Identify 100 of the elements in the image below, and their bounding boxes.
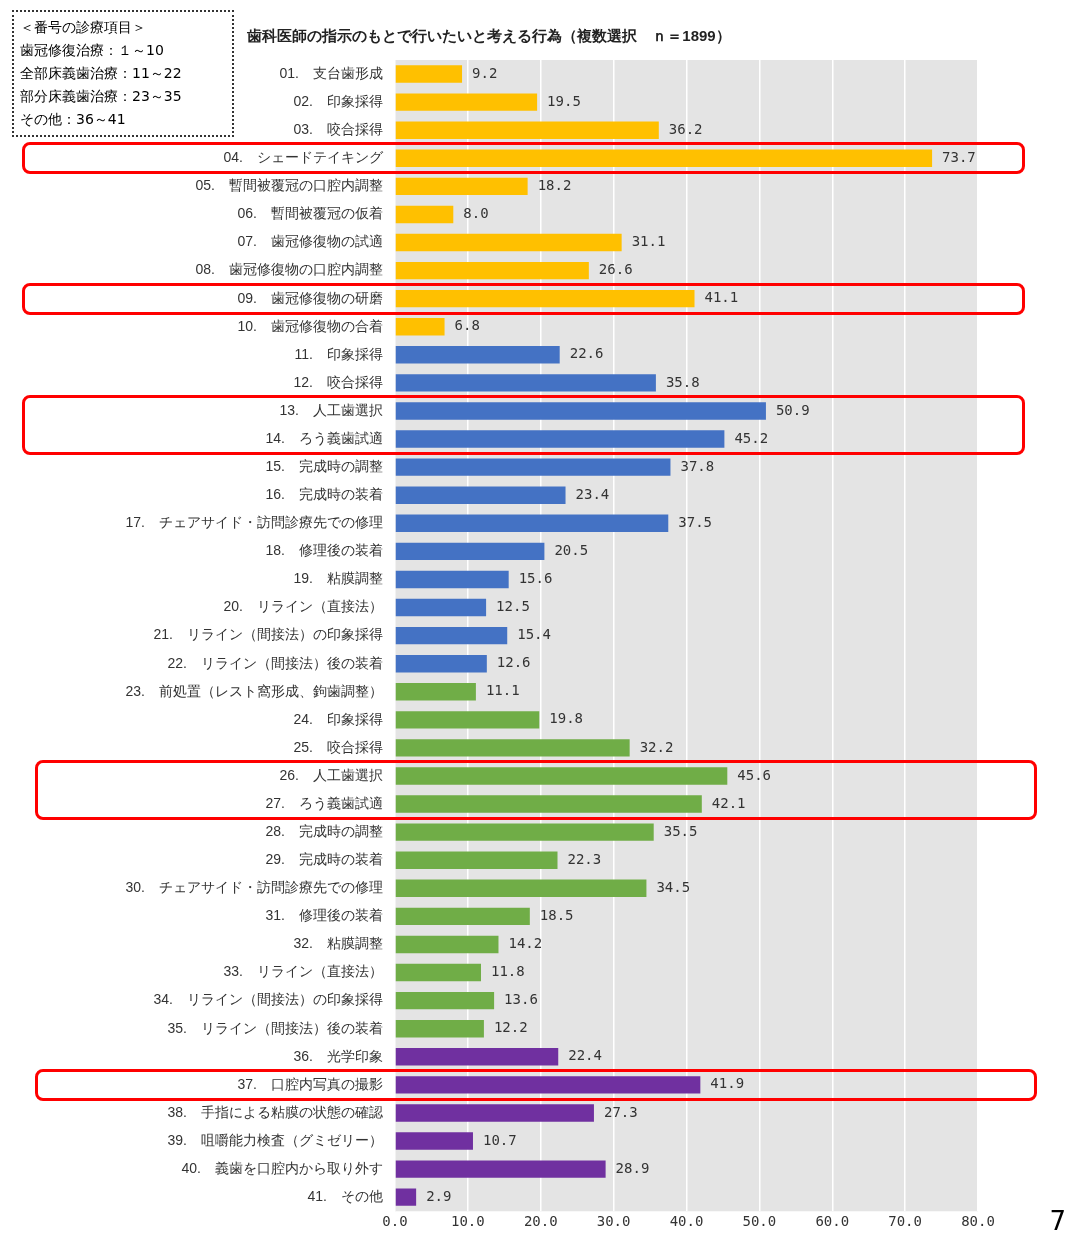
data-label: 37.8 (680, 457, 715, 474)
bar (395, 261, 589, 280)
x-tick-label: 10.0 (451, 1213, 485, 1230)
y-tick-label: 26. 人工歯選択 (279, 766, 383, 783)
y-tick-label: 36. 光学印象 (293, 1047, 383, 1064)
x-tick-label: 30.0 (596, 1213, 631, 1230)
y-tick-label: 19. 粘膜調整 (293, 570, 383, 587)
bar (395, 851, 558, 869)
bar (395, 683, 476, 701)
data-label: 13.6 (504, 991, 538, 1008)
data-label: 19.8 (549, 710, 584, 727)
x-tick-label: 50.0 (742, 1213, 777, 1230)
data-label: 45.6 (737, 766, 772, 783)
y-tick-label: 28. 完成時の調整 (265, 823, 383, 840)
data-label: 9.2 (472, 64, 498, 81)
y-tick-label: 18. 修理後の装着 (265, 542, 383, 559)
y-tick-label: 38. 手指による粘膜の状態の確認 (167, 1103, 383, 1120)
y-tick-label: 23. 前処置（レスト窩形成、鉤歯調整） (125, 682, 383, 699)
y-tick-label: 34. リライン（間接法）の印象採得 (153, 991, 383, 1008)
y-tick-label: 14. ろう義歯試適 (265, 429, 383, 446)
bar (395, 289, 695, 308)
bar (395, 570, 509, 589)
data-label: 22.6 (569, 345, 604, 362)
text: 全部床義歯治療：11～22 (20, 64, 183, 83)
bar (395, 963, 481, 982)
y-tick-label: 04. シェードテイキング (223, 149, 384, 166)
data-label: 15.6 (518, 570, 553, 587)
data-label: 37.5 (678, 513, 712, 530)
bar (395, 1076, 701, 1094)
data-label: 14.2 (508, 935, 543, 952)
data-label: 18.2 (537, 176, 572, 193)
data-label: 22.4 (568, 1047, 602, 1064)
x-tick-label: 40.0 (669, 1213, 704, 1230)
y-tick-label: 39. 咀嚼能力検査（グミゼリー） (167, 1131, 383, 1148)
data-label: 12.5 (496, 598, 530, 615)
y-tick-label: 12. 咬合採得 (293, 373, 383, 390)
data-label: 50.9 (775, 401, 810, 418)
bar (395, 402, 766, 420)
y-tick-label: 16. 完成時の装着 (265, 486, 383, 503)
bar (395, 205, 454, 224)
y-tick-label: 11. 印象採得 (294, 345, 383, 362)
bar (395, 1132, 473, 1150)
y-tick-label: 29. 完成時の装着 (265, 851, 383, 868)
data-label: 26.6 (598, 261, 633, 278)
text: 部分床義歯治療：23～35 (20, 87, 183, 106)
y-tick-label: 13. 人工歯選択 (279, 401, 383, 418)
data-label: 2.9 (426, 1187, 452, 1204)
y-tick-label: 20. リライン（直接法） (223, 598, 383, 615)
bar (395, 907, 530, 926)
data-label: 22.3 (567, 850, 602, 867)
x-tick-label: 0.0 (382, 1213, 408, 1230)
bar (395, 795, 702, 813)
bar (395, 318, 445, 336)
bar (395, 149, 933, 167)
y-tick-label: 10. 歯冠修復物の合着 (237, 317, 383, 334)
y-tick-label: 03. 咬合採得 (293, 121, 383, 138)
y-tick-label: 22. リライン（間接法）後の装着 (167, 654, 383, 671)
y-tick-label: 06. 暫間被覆冠の仮着 (237, 205, 383, 222)
y-tick-label: 37. 口腔内写真の撮影 (237, 1075, 383, 1092)
data-label: 35.5 (663, 822, 698, 839)
y-tick-label: 21. リライン（間接法）の印象採得 (153, 626, 383, 643)
data-label: 36.2 (668, 120, 703, 137)
bar (395, 346, 560, 364)
bar (395, 767, 728, 785)
bar (395, 514, 669, 532)
y-tick-label: 33. リライン（直接法） (223, 963, 383, 980)
x-tick-label: 20.0 (523, 1213, 558, 1230)
text: ＜番号の診療項目＞ (20, 18, 147, 37)
data-label: 23.4 (575, 485, 610, 502)
data-label: 42.1 (711, 794, 746, 811)
data-label: 31.1 (631, 233, 666, 250)
bar (395, 991, 495, 1010)
bar (395, 1019, 484, 1038)
y-tick-label: 24. 印象採得 (293, 710, 383, 727)
x-tick-label: 60.0 (815, 1213, 850, 1230)
text: その他：36～41 (20, 110, 127, 129)
y-tick-label: 05. 暫間被覆冠の口腔内調整 (195, 177, 383, 194)
bar (395, 486, 566, 504)
data-label: 12.2 (493, 1019, 528, 1036)
y-tick-label: 30. チェアサイド・訪問診療先での修理 (125, 879, 383, 896)
bar (395, 711, 540, 729)
y-tick-label: 35. リライン（間接法）後の装着 (167, 1019, 383, 1036)
data-label: 11.1 (485, 682, 520, 699)
bar (395, 374, 656, 392)
data-label: 41.1 (704, 289, 739, 306)
bar (395, 458, 671, 476)
y-tick-label: 08. 歯冠修復物の口腔内調整 (195, 261, 383, 278)
x-tick-label: 70.0 (888, 1213, 922, 1230)
data-label: 18.5 (539, 907, 574, 924)
data-label: 41.9 (710, 1075, 745, 1092)
y-tick-label: 40. 義歯を口腔内から取り外す (181, 1159, 383, 1176)
text: 歯冠修復治療：１～10 (20, 41, 165, 60)
data-label: 20.5 (554, 542, 589, 559)
bar (395, 1188, 417, 1206)
bar (395, 823, 654, 841)
y-tick-label: 25. 咬合採得 (293, 738, 383, 755)
y-tick-label: 02. 印象採得 (293, 92, 383, 109)
bar (395, 935, 499, 954)
bar (395, 1160, 606, 1178)
data-label: 32.2 (639, 738, 674, 755)
